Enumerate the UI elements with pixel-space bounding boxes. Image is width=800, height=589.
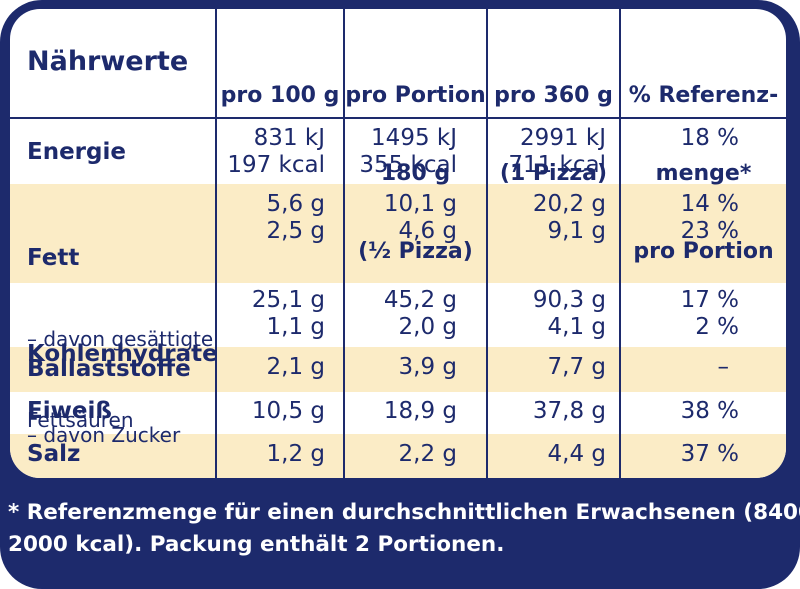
kohlenhydrate-per-pizza: 90,3 g 4,1 g (532, 287, 606, 340)
row-label-fett: Fett – davon gesättigte Fettsäuren (27, 245, 214, 432)
fett-per-pizza: 20,2 g 9,1 g (532, 191, 606, 244)
divider-col2 (343, 9, 345, 478)
row-label-kohlenhydrate: Kohlenhydrate – davon Zucker (27, 341, 218, 447)
eiweiss-per-portion: 18,9 g (383, 398, 457, 424)
fett-per-portion: 10,1 g 4,6 g (383, 191, 457, 244)
footnote: * Referenzmenge für einen durchschnittli… (8, 497, 800, 561)
fett-per-100g: 5,6 g 2,5 g (266, 191, 326, 244)
eiweiss-per-100g: 10,5 g (251, 398, 325, 424)
row-bg-fett (10, 184, 786, 283)
footnote-line-2: 2000 kcal). Packung enthält 2 Portionen. (8, 532, 505, 557)
nutrition-table: Nährwerte pro 100 g pro Portion 180 g (½… (10, 9, 786, 478)
divider-col4 (619, 9, 621, 478)
row-bg-ballaststoffe (10, 347, 786, 392)
row-label-energie: Energie (27, 139, 126, 165)
salz-reference: 37 % (680, 441, 739, 467)
energie-reference: 18 % (680, 125, 739, 151)
row-label-salz: Salz (27, 441, 81, 467)
header-col1: pro 100 g (220, 83, 340, 108)
salz-per-100g: 1,2 g (266, 441, 326, 467)
kohlenhydrate-per-portion: 45,2 g 2,0 g (383, 287, 457, 340)
ballaststoffe-reference: – (717, 354, 730, 380)
fett-reference: 14 % 23 % (680, 191, 739, 244)
ballaststoffe-per-100g: 2,1 g (266, 354, 326, 380)
footnote-line-1: * Referenzmenge für einen durchschnittli… (8, 500, 800, 525)
header-col4: % Referenz- menge* pro Portion (628, 83, 779, 264)
salz-per-pizza: 4,4 g (547, 441, 607, 467)
header-col3: pro 360 g (1 Pizza) (494, 83, 613, 186)
row-label-ballaststoffe: Ballaststoffe (27, 356, 191, 382)
ballaststoffe-per-portion: 3,9 g (398, 354, 458, 380)
salz-per-portion: 2,2 g (398, 441, 458, 467)
row-label-eiweiss: Eiweiß (27, 398, 112, 424)
row-bg-salz (10, 434, 786, 478)
header-col2: pro Portion 180 g (½ Pizza) (345, 83, 486, 264)
header-label: Nährwerte (27, 46, 189, 77)
header-divider (10, 117, 786, 119)
eiweiss-reference: 38 % (680, 398, 739, 424)
energie-per-100g: 831 kJ 197 kcal (227, 125, 325, 178)
divider-col1 (215, 9, 217, 478)
kohlenhydrate-per-100g: 25,1 g 1,1 g (251, 287, 325, 340)
eiweiss-per-pizza: 37,8 g (532, 398, 606, 424)
energie-per-pizza: 2991 kJ 711 kcal (508, 125, 606, 178)
kohlenhydrate-reference: 17 % 2 % (680, 287, 739, 340)
divider-col3 (486, 9, 488, 478)
energie-per-portion: 1495 kJ 355 kcal (359, 125, 457, 178)
ballaststoffe-per-pizza: 7,7 g (547, 354, 607, 380)
